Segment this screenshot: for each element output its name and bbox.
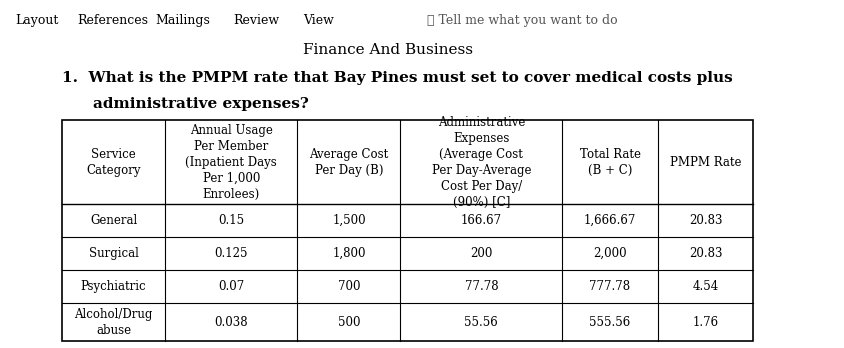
Text: Alcohol/Drug
abuse: Alcohol/Drug abuse: [74, 308, 153, 337]
Text: 🔍 Tell me what you want to do: 🔍 Tell me what you want to do: [427, 14, 617, 27]
Text: administrative expenses?: administrative expenses?: [93, 97, 309, 111]
Text: References: References: [78, 14, 149, 27]
Text: 2,000: 2,000: [592, 247, 626, 260]
Text: Review: Review: [233, 14, 279, 27]
Text: 200: 200: [469, 247, 492, 260]
Text: Average Cost
Per Day (B): Average Cost Per Day (B): [309, 148, 388, 176]
Text: Total Rate
(B + C): Total Rate (B + C): [579, 148, 640, 176]
Text: 500: 500: [338, 316, 360, 329]
Text: 0.038: 0.038: [214, 316, 248, 329]
Text: 1,666.67: 1,666.67: [583, 214, 636, 227]
Text: 55.56: 55.56: [464, 316, 498, 329]
Text: General: General: [90, 214, 137, 227]
Text: 0.07: 0.07: [218, 280, 244, 293]
Text: 700: 700: [338, 280, 360, 293]
Text: Mailings: Mailings: [155, 14, 210, 27]
Text: PMPM Rate: PMPM Rate: [669, 156, 740, 168]
Text: 20.83: 20.83: [688, 247, 722, 260]
Text: View: View: [302, 14, 333, 27]
Text: 0.125: 0.125: [214, 247, 248, 260]
Bar: [62, 120, 753, 341]
Text: 1.  What is the PMPM rate that Bay Pines must set to cover medical costs plus: 1. What is the PMPM rate that Bay Pines …: [62, 71, 732, 85]
Text: 0.15: 0.15: [218, 214, 244, 227]
Text: 77.78: 77.78: [464, 280, 498, 293]
Text: Finance And Business: Finance And Business: [303, 44, 473, 57]
Text: Layout: Layout: [15, 14, 59, 27]
Text: Surgical: Surgical: [89, 247, 138, 260]
Text: 555.56: 555.56: [589, 316, 630, 329]
Text: 1,800: 1,800: [332, 247, 365, 260]
Text: 1,500: 1,500: [332, 214, 365, 227]
Text: 20.83: 20.83: [688, 214, 722, 227]
Text: Service
Category: Service Category: [86, 148, 141, 176]
Text: Annual Usage
Per Member
(Inpatient Days
Per 1,000
Enrolees): Annual Usage Per Member (Inpatient Days …: [185, 124, 277, 200]
Text: 1.76: 1.76: [692, 316, 718, 329]
Text: 166.67: 166.67: [460, 214, 501, 227]
Text: 4.54: 4.54: [692, 280, 718, 293]
Text: Psychiatric: Psychiatric: [81, 280, 146, 293]
Text: Administrative
Expenses
(Average Cost
Per Day-Average
Cost Per Day/
(90%) [C]: Administrative Expenses (Average Cost Pe…: [431, 116, 530, 208]
Text: 777.78: 777.78: [589, 280, 630, 293]
